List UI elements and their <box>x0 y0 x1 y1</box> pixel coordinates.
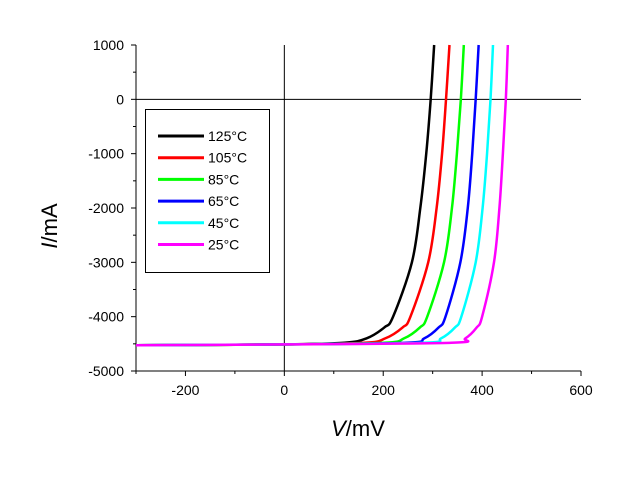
legend-label: 85°C <box>208 171 239 187</box>
x-tick-label: 200 <box>372 382 396 398</box>
y-axis-title: I/mA <box>37 203 62 249</box>
x-tick-label: 600 <box>569 382 593 398</box>
y-tick-label: -5000 <box>88 363 124 379</box>
y-axis-unit: /mA <box>37 203 62 242</box>
legend-label: 45°C <box>208 215 239 231</box>
y-tick-label: -4000 <box>88 309 124 325</box>
axes: -200 0 200 400 60010000-1000-2000-3000-4000-… <box>88 37 593 398</box>
y-tick-label: -3000 <box>88 254 124 270</box>
legend-label: 25°C <box>208 237 239 253</box>
x-axis-unit: /mV <box>346 416 385 441</box>
y-tick-label: -1000 <box>88 146 124 162</box>
y-tick-label: 0 <box>116 91 124 107</box>
legend-label: 105°C <box>208 150 247 166</box>
series-line <box>135 44 510 347</box>
legend: 125°C 105°C 85°C 65°C 45°C 25°C <box>145 109 270 273</box>
x-tick-label: 0 <box>280 382 288 398</box>
y-tick-label: -2000 <box>88 200 124 216</box>
legend-label: 65°C <box>208 193 239 209</box>
y-tick-label: 1000 <box>93 37 124 53</box>
x-axis-symbol: V <box>331 416 348 441</box>
x-tick-label: 400 <box>470 382 494 398</box>
x-axis-title: V/mV <box>331 416 385 441</box>
x-tick-label: -200 <box>171 382 199 398</box>
curves <box>135 44 510 347</box>
y-axis-symbol: I <box>37 243 62 249</box>
legend-label: 125°C <box>208 128 247 144</box>
